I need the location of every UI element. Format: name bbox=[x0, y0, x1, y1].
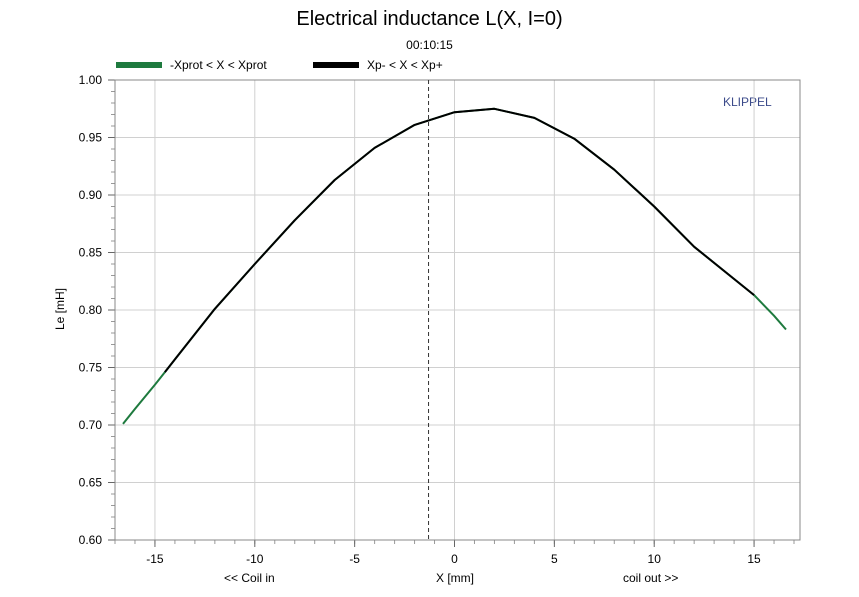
x-tick-label: 10 bbox=[648, 552, 662, 566]
plot-frame bbox=[114, 79, 801, 541]
legend-item-xp: Xp- < X < Xp+ bbox=[313, 58, 443, 72]
x-tick-label: 5 bbox=[551, 552, 558, 566]
y-tick-label: 0.95 bbox=[79, 131, 103, 145]
y-tick-label: 0.80 bbox=[79, 303, 103, 317]
x-tick-label: 15 bbox=[747, 552, 761, 566]
legend-swatch-xprot bbox=[116, 62, 162, 68]
legend-label-xp: Xp- < X < Xp+ bbox=[367, 58, 443, 72]
x-tick-label: -10 bbox=[246, 552, 264, 566]
legend-item-xprot: -Xprot < X < Xprot bbox=[116, 58, 267, 72]
legend-label-xprot: -Xprot < X < Xprot bbox=[170, 58, 267, 72]
y-tick-label: 0.75 bbox=[79, 361, 103, 375]
y-tick-label: 0.85 bbox=[79, 246, 103, 260]
y-tick-label: 0.60 bbox=[79, 533, 103, 547]
y-tick-label: 1.00 bbox=[79, 73, 103, 87]
x-tick-label: -15 bbox=[146, 552, 164, 566]
x-axis-label: X [mm] bbox=[436, 571, 474, 585]
legend: -Xprot < X < Xprot Xp- < X < Xp+ bbox=[0, 58, 859, 76]
chart-title: Electrical inductance L(X, I=0) bbox=[296, 8, 563, 30]
y-tick-label: 0.65 bbox=[79, 476, 103, 490]
x-tick-label: 0 bbox=[451, 552, 458, 566]
chart-subtitle: 00:10:15 bbox=[406, 38, 453, 52]
legend-swatch-xp bbox=[313, 62, 359, 68]
x-axis-note-right: coil out >> bbox=[623, 571, 679, 585]
x-tick-label: -5 bbox=[349, 552, 360, 566]
y-tick-label: 0.90 bbox=[79, 188, 103, 202]
y-tick-label: 0.70 bbox=[79, 418, 103, 432]
brand-watermark: KLIPPEL bbox=[723, 95, 772, 109]
series-line-xp bbox=[164, 107, 755, 373]
x-axis-note-left: << Coil in bbox=[224, 571, 275, 585]
